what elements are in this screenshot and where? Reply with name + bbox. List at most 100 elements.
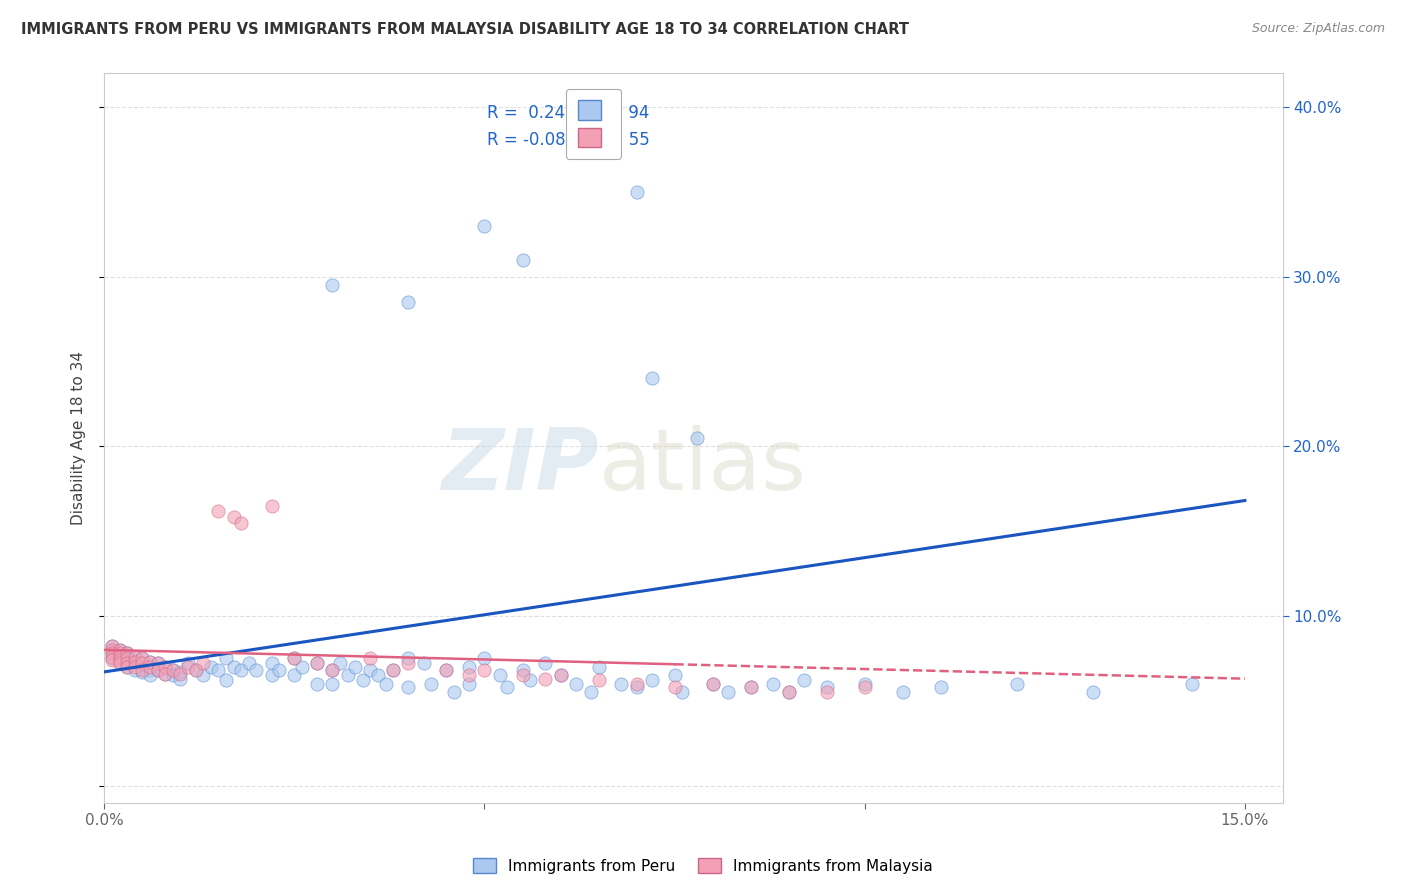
Point — [108, 657, 131, 671]
Text: Source: ZipAtlas.com: Source: ZipAtlas.com — [1251, 22, 1385, 36]
Point — [398, 680, 420, 694]
Point — [146, 657, 169, 671]
Point — [336, 668, 359, 682]
Point — [153, 660, 176, 674]
Point — [359, 663, 381, 677]
Point — [579, 685, 602, 699]
Point — [512, 252, 534, 267]
Point — [184, 663, 207, 677]
Point — [115, 657, 138, 671]
Point — [115, 653, 138, 667]
Point — [382, 663, 405, 677]
Y-axis label: Disability Age 18 to 34: Disability Age 18 to 34 — [72, 351, 86, 524]
Point — [108, 657, 131, 671]
Point — [153, 666, 176, 681]
Point — [436, 663, 458, 677]
Point — [1005, 677, 1028, 691]
Point — [398, 651, 420, 665]
Point — [283, 651, 305, 665]
Point — [519, 673, 541, 688]
Point — [702, 677, 724, 691]
Point — [162, 663, 184, 677]
Point — [321, 663, 343, 677]
Point — [139, 668, 162, 682]
Text: ZIP: ZIP — [441, 425, 599, 508]
Point — [115, 646, 138, 660]
Point — [101, 646, 124, 660]
Point — [534, 657, 557, 671]
Point — [269, 663, 291, 677]
Point — [162, 663, 184, 677]
Point — [101, 651, 124, 665]
Point — [458, 677, 481, 691]
Point — [686, 431, 709, 445]
Point — [488, 668, 510, 682]
Point — [191, 657, 214, 671]
Point — [512, 668, 534, 682]
Point — [108, 643, 131, 657]
Point — [367, 668, 389, 682]
Point — [321, 677, 343, 691]
Point — [496, 680, 519, 694]
Point — [344, 660, 367, 674]
Point — [184, 663, 207, 677]
Point — [291, 660, 314, 674]
Point — [283, 668, 305, 682]
Point — [131, 651, 153, 665]
Point — [177, 660, 200, 674]
Point — [588, 673, 610, 688]
Point — [115, 660, 138, 674]
Point — [131, 657, 153, 671]
Point — [778, 685, 800, 699]
Point — [398, 657, 420, 671]
Point — [307, 657, 329, 671]
Point — [307, 657, 329, 671]
Point — [307, 677, 329, 691]
Point — [260, 657, 283, 671]
Point — [626, 680, 648, 694]
Point — [359, 651, 381, 665]
Point — [108, 649, 131, 664]
Point — [458, 660, 481, 674]
Point — [146, 657, 169, 671]
Point — [815, 685, 838, 699]
Point — [191, 668, 214, 682]
Point — [1181, 677, 1204, 691]
Point — [200, 660, 222, 674]
Point — [207, 504, 229, 518]
Point — [550, 668, 572, 682]
Point — [169, 666, 191, 681]
Point — [177, 657, 200, 671]
Point — [238, 657, 260, 671]
Point — [762, 677, 785, 691]
Point — [115, 660, 138, 674]
Point — [108, 646, 131, 660]
Point — [436, 663, 458, 677]
Point — [115, 651, 138, 665]
Point — [853, 677, 876, 691]
Point — [740, 680, 762, 694]
Point — [222, 510, 245, 524]
Point — [139, 655, 162, 669]
Point — [108, 653, 131, 667]
Point — [321, 278, 343, 293]
Point — [124, 649, 146, 664]
Point — [131, 651, 153, 665]
Point — [626, 677, 648, 691]
Point — [153, 660, 176, 674]
Point — [793, 673, 815, 688]
Point — [146, 663, 169, 677]
Point — [231, 663, 253, 677]
Point — [101, 649, 124, 664]
Point — [420, 677, 443, 691]
Text: R =  0.243   N = 94: R = 0.243 N = 94 — [488, 104, 650, 122]
Point — [550, 668, 572, 682]
Point — [139, 663, 162, 677]
Point — [215, 673, 238, 688]
Point — [153, 666, 176, 681]
Point — [382, 663, 405, 677]
Point — [610, 677, 633, 691]
Point — [717, 685, 740, 699]
Point — [512, 663, 534, 677]
Point — [641, 371, 664, 385]
